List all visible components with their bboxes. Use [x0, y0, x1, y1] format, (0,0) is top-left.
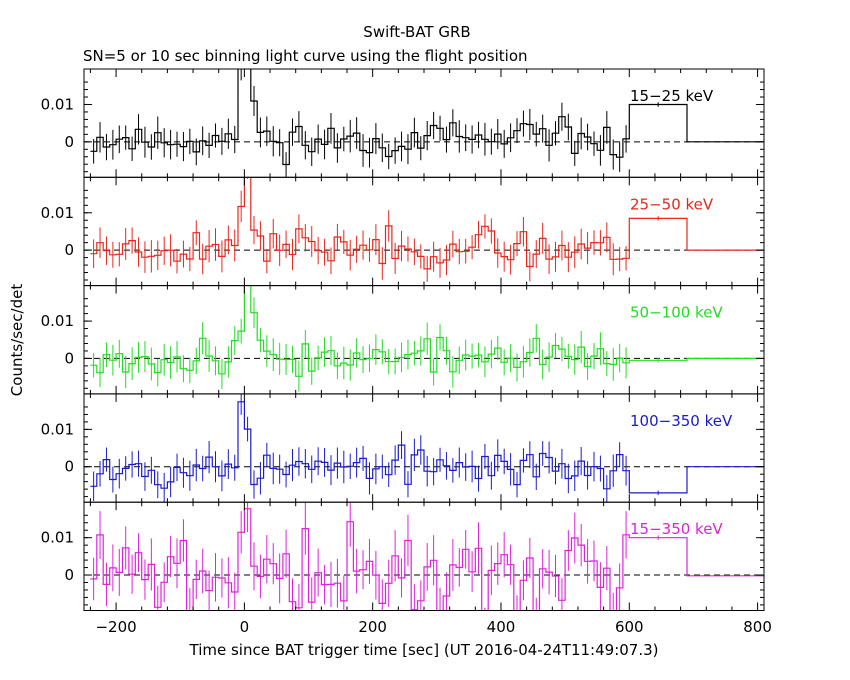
- x-tick-label: 0: [240, 618, 250, 636]
- y-tick-label: 0.01: [41, 204, 74, 222]
- band-label: 100−350 keV: [630, 412, 733, 430]
- y-axis-label: Counts/sec/det: [8, 284, 26, 397]
- band-label: 25−50 keV: [630, 195, 714, 213]
- panel-25-50-keV: 0 0.01 25−50 keV: [41, 176, 765, 287]
- panel-data: [84, 69, 764, 177]
- y-tick-label: 0.01: [41, 312, 74, 330]
- x-tick-label: 200: [358, 618, 387, 636]
- panel-15-350-keV: 0 0.01 15−350 keV: [41, 501, 765, 612]
- x-tick-label: 600: [615, 618, 644, 636]
- y-tick-label: 0: [64, 566, 74, 584]
- chart-title: Swift-BAT GRB: [363, 23, 470, 41]
- panel-data: [84, 285, 764, 392]
- y-tick-label: 0.01: [41, 95, 74, 113]
- y-tick-label: 0: [64, 458, 74, 476]
- x-tick-label: 800: [743, 618, 772, 636]
- x-axis-label: Time since BAT trigger time [sec] (UT 20…: [189, 641, 659, 659]
- band-label: 15−350 keV: [630, 520, 723, 538]
- panel-100-350-keV: 0 0.01 100−350 keV: [41, 393, 765, 503]
- x-tick-label: −200: [95, 618, 136, 636]
- panels-group: 0 0.01 15−25 keV 0 0.01 25−50 keV 0 0.01 50−100 …: [41, 68, 765, 612]
- chart-subtitle: SN=5 or 10 sec binning light curve using…: [83, 47, 528, 65]
- band-label: 15−25 keV: [630, 87, 714, 105]
- x-tick-labels: −200 0 200 400 600 800: [95, 618, 771, 636]
- x-tick-label: 400: [487, 618, 516, 636]
- band-label: 50−100 keV: [630, 304, 723, 322]
- panel-data: [84, 177, 764, 282]
- panel-50-100-keV: 0 0.01 50−100 keV: [41, 285, 765, 395]
- panel-frame: [83, 68, 765, 178]
- y-tick-label: 0: [64, 133, 74, 151]
- panel-data: [84, 393, 764, 503]
- light-curve-25-50-keV: [90, 177, 764, 270]
- y-tick-label: 0.01: [41, 420, 74, 438]
- panel-15-25-keV: 0 0.01 15−25 keV: [41, 68, 765, 178]
- y-tick-label: 0: [64, 349, 74, 367]
- y-tick-label: 0.01: [41, 529, 74, 547]
- panel-frame: [83, 393, 765, 503]
- y-tick-label: 0: [64, 241, 74, 259]
- panel-data: [84, 502, 764, 611]
